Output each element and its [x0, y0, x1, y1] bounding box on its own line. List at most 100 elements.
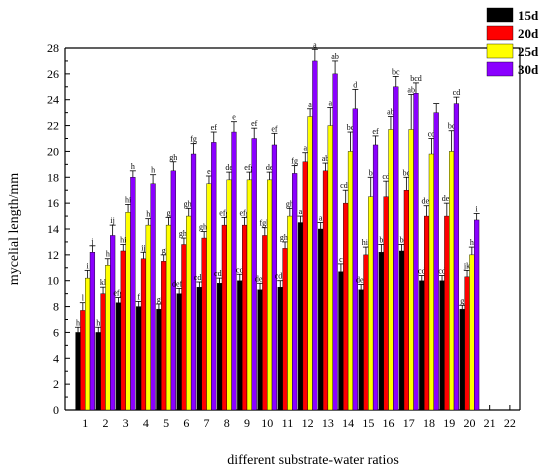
significance-label: g — [460, 296, 464, 305]
legend-swatch — [486, 7, 514, 23]
significance-label: hij — [362, 238, 370, 247]
significance-label: i — [476, 204, 479, 213]
bar — [105, 265, 111, 411]
significance-label: i — [87, 261, 90, 270]
bar — [433, 112, 439, 411]
x-tick-label: 13 — [322, 416, 334, 430]
significance-label: cde — [214, 269, 226, 278]
significance-label: cde — [275, 272, 287, 281]
significance-label: bc — [347, 123, 355, 132]
x-tick-label: 15 — [362, 416, 374, 430]
x-axis-label: different substrate-water ratios — [227, 453, 399, 468]
bar — [393, 86, 399, 411]
bar — [145, 224, 151, 411]
bar — [176, 293, 182, 411]
significance-label: g — [167, 208, 171, 217]
bar — [403, 190, 409, 411]
significance-label: h — [96, 318, 100, 327]
y-tick-label: 18 — [47, 170, 59, 184]
significance-label: cd — [438, 267, 446, 276]
bar — [398, 250, 405, 411]
significance-label: bc — [448, 122, 456, 131]
significance-label: b — [379, 236, 383, 245]
significance-label: d — [353, 80, 357, 89]
significance-label: g — [162, 246, 166, 255]
bar — [358, 289, 364, 411]
bar — [206, 183, 212, 411]
significance-label: ij — [141, 243, 145, 252]
significance-label: def — [255, 274, 266, 283]
significance-label: fg — [291, 157, 298, 166]
bar — [312, 60, 318, 411]
significance-label: efg — [239, 208, 249, 217]
significance-label: fg — [190, 135, 197, 144]
legend-label: 20d — [518, 26, 539, 41]
significance-label: efg — [219, 208, 229, 217]
bar — [347, 151, 354, 411]
bar — [85, 277, 91, 411]
significance-label: f — [137, 292, 140, 301]
significance-label: efg — [113, 289, 123, 298]
x-tick-label: 3 — [123, 416, 129, 430]
significance-label: gh — [169, 153, 177, 162]
legend-swatch — [486, 61, 514, 77]
x-tick-label: 19 — [443, 416, 455, 430]
bar — [262, 235, 268, 411]
bar — [322, 170, 329, 411]
significance-label: ij — [110, 216, 114, 225]
bar — [100, 293, 106, 411]
bar — [125, 211, 131, 411]
legend: 15d 20d 25d 30d — [486, 7, 539, 77]
x-tick-label: 17 — [403, 416, 415, 430]
bar — [170, 170, 176, 411]
bar — [474, 219, 480, 411]
bar — [453, 103, 460, 411]
bar — [216, 283, 223, 411]
significance-label: ghi — [280, 233, 291, 242]
significance-label: b — [369, 168, 373, 177]
x-tick-label: 11 — [282, 416, 294, 430]
x-tick-label: 18 — [423, 416, 435, 430]
significance-label: bc — [403, 168, 411, 177]
significance-label: h — [76, 318, 80, 327]
significance-label: a — [329, 98, 333, 107]
bar — [287, 215, 293, 411]
bar — [156, 308, 162, 411]
y-tick-label: 10 — [47, 274, 59, 288]
bar — [130, 177, 136, 411]
x-tick-label: 7 — [204, 416, 210, 430]
bar — [363, 254, 369, 411]
x-tick-label: 2 — [102, 416, 108, 430]
bar — [413, 93, 419, 411]
significance-label: def — [356, 276, 367, 285]
bar — [226, 179, 232, 411]
bar — [115, 302, 122, 411]
y-tick-label: 2 — [53, 377, 59, 391]
bar — [196, 286, 202, 411]
significance-label: defg — [172, 279, 186, 288]
bar — [95, 332, 101, 411]
bar — [89, 252, 96, 411]
significance-label: bcd — [410, 74, 422, 83]
bar — [241, 224, 248, 411]
significance-label: h — [470, 238, 474, 247]
significance-label: a — [303, 144, 307, 153]
x-tick-label: 4 — [143, 416, 149, 430]
bar — [165, 224, 172, 411]
y-tick-label: 14 — [47, 222, 59, 236]
significance-label: cd — [236, 265, 244, 274]
bar — [459, 308, 465, 411]
bar — [136, 306, 142, 411]
significance-label: b — [400, 236, 404, 245]
significance-label: a — [313, 40, 317, 49]
x-tick-label: 6 — [183, 416, 189, 430]
bars: hlijhklhijefghihihfijhhgggghdefgghighifg… — [75, 40, 480, 411]
y-tick-label: 22 — [47, 119, 59, 133]
significance-label: g — [157, 295, 161, 304]
significance-label: h — [146, 210, 150, 219]
y-tick-label: 16 — [47, 196, 59, 210]
bar — [181, 244, 187, 411]
significance-label: ef — [271, 124, 278, 133]
significance-label: e — [232, 113, 236, 122]
